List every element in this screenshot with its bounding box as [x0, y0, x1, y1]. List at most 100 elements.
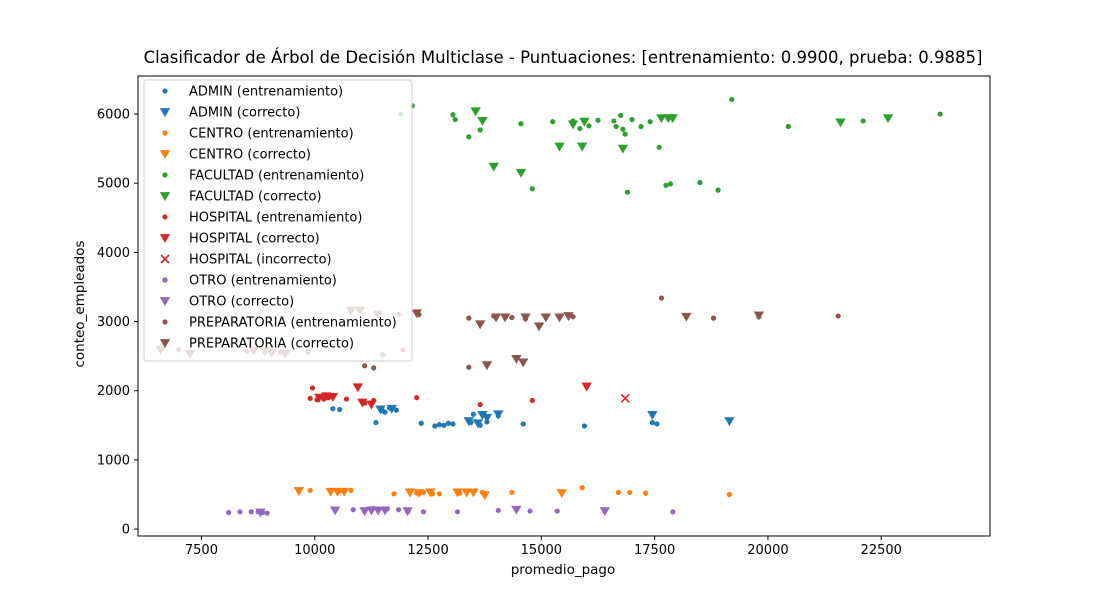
data-point	[337, 406, 343, 413]
data-point	[663, 182, 669, 188]
series-centro-entrenamiento	[307, 484, 733, 498]
data-point	[599, 507, 610, 517]
data-point	[481, 361, 493, 371]
legend-marker	[162, 214, 168, 220]
legend-label: ADMIN (correcto)	[189, 106, 300, 121]
data-point	[579, 484, 585, 491]
data-point	[586, 123, 592, 129]
data-point	[366, 400, 377, 410]
data-point	[518, 358, 529, 368]
legend: ADMIN (entrenamiento) ADMIN (correcto) CEN…	[143, 79, 413, 362]
data-point	[386, 404, 397, 414]
data-point	[518, 121, 524, 127]
data-point	[445, 420, 452, 426]
data-point	[611, 118, 617, 124]
legend-label: PREPARATORIA (correcto)	[189, 337, 354, 352]
data-point	[477, 127, 483, 133]
y-tick-label: 1000	[97, 453, 130, 468]
data-point	[432, 423, 438, 429]
data-point	[466, 134, 472, 140]
legend-item: FACULTAD (correcto)	[159, 190, 322, 205]
data-point	[327, 393, 339, 402]
data-point	[529, 397, 535, 404]
data-point	[404, 488, 416, 498]
legend-marker	[162, 88, 168, 94]
data-point	[359, 507, 370, 517]
data-point	[255, 508, 266, 518]
data-point	[577, 125, 583, 132]
data-point	[309, 385, 316, 391]
series-facultad-entrenamiento	[398, 96, 943, 195]
axes: 7500 10000 12500 15000 17500 20000 22500 0 1000 2…	[97, 75, 991, 558]
data-point	[307, 395, 313, 401]
data-point	[481, 413, 493, 423]
data-point	[371, 365, 377, 371]
data-point	[375, 405, 386, 415]
legend-marker	[159, 339, 171, 348]
data-point	[339, 487, 350, 497]
legend-label: CENTRO (entrenamiento)	[189, 127, 354, 142]
legend-item: CENTRO (correcto)	[159, 148, 311, 163]
legend-label: FACULTAD (entrenamiento)	[189, 169, 364, 184]
data-point	[647, 411, 658, 420]
data-point	[697, 179, 703, 186]
data-point	[490, 313, 502, 323]
data-point	[450, 112, 456, 118]
series-admin-correcto	[375, 404, 735, 429]
data-point	[581, 423, 587, 429]
data-point	[466, 364, 472, 370]
data-point	[436, 422, 442, 428]
data-point	[647, 119, 653, 125]
data-point	[617, 144, 629, 154]
data-point	[527, 508, 533, 514]
data-point	[642, 490, 649, 496]
data-point	[511, 505, 522, 515]
legend-label: HOSPITAL (correcto)	[189, 232, 320, 247]
data-point	[681, 312, 692, 322]
data-point	[579, 117, 590, 127]
data-point	[237, 509, 243, 515]
x-axis-label: promedio_pago	[511, 562, 616, 578]
x-tick-label: 10000	[294, 543, 335, 558]
data-point	[554, 142, 565, 152]
data-point	[595, 117, 601, 123]
data-point	[382, 409, 388, 415]
data-point	[366, 506, 377, 516]
data-point	[627, 489, 633, 496]
data-point	[372, 506, 384, 516]
legend-label: PREPARATORIA (entrenamiento)	[189, 316, 397, 331]
data-point	[395, 507, 402, 513]
data-point	[937, 111, 943, 117]
legend-item: PREPARATORIA (correcto)	[159, 337, 354, 352]
data-point	[509, 314, 515, 321]
data-point	[314, 393, 325, 403]
data-point	[753, 311, 765, 321]
x-tick-label: 7500	[185, 543, 218, 558]
x-tick-label: 12500	[407, 543, 448, 558]
data-point	[656, 114, 667, 124]
data-point	[726, 491, 733, 498]
data-point	[724, 417, 735, 427]
data-point	[373, 419, 379, 426]
data-point	[556, 489, 567, 499]
data-point	[656, 144, 662, 150]
data-point	[472, 419, 484, 429]
legend-item: HOSPITAL (entrenamiento)	[162, 211, 362, 226]
data-point	[329, 506, 341, 516]
data-point	[567, 120, 579, 130]
data-point	[860, 118, 866, 124]
data-point	[533, 322, 545, 332]
legend-marker	[162, 130, 168, 136]
data-point	[882, 114, 894, 124]
data-point	[477, 401, 483, 408]
data-point	[463, 417, 475, 427]
legend-item: ADMIN (entrenamiento)	[162, 85, 343, 100]
data-point	[654, 421, 660, 427]
data-point	[509, 489, 515, 496]
data-point	[402, 507, 413, 517]
data-point	[350, 507, 356, 513]
data-point	[477, 117, 488, 126]
data-point	[581, 382, 592, 392]
legend-item: HOSPITAL (correcto)	[159, 232, 320, 247]
